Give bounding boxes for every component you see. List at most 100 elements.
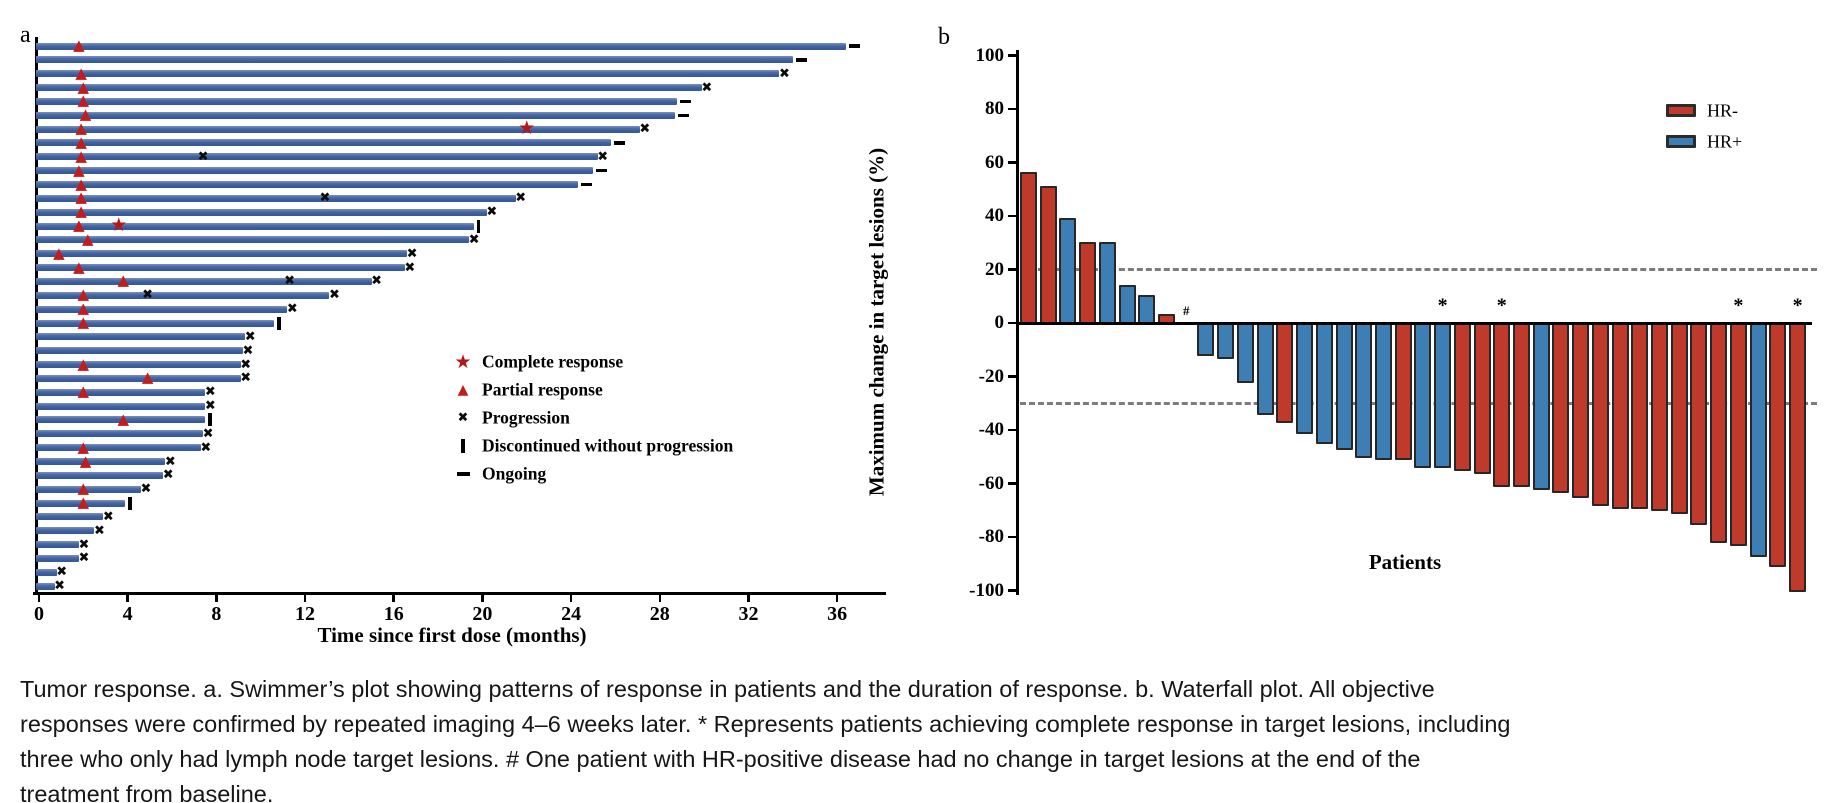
waterfall-bar <box>1651 322 1669 512</box>
partial-response-icon: ▲ <box>79 451 92 470</box>
asterisk-marker: * <box>1792 294 1803 317</box>
panel-b-tick <box>1008 161 1016 164</box>
partial-response-icon: ▲ <box>75 146 87 165</box>
panel-a-tick <box>747 594 750 602</box>
progression-end-icon: ✖ <box>240 357 252 373</box>
partial-response-icon: ▲ <box>75 188 87 207</box>
panel-a-legend-label: Progression <box>482 407 570 428</box>
reference-line-20 <box>1020 268 1817 271</box>
asterisk-marker: * <box>1437 294 1448 317</box>
asterisk-marker: * <box>1733 294 1744 317</box>
complete-response-icon: ★ <box>518 117 536 140</box>
waterfall-bar <box>1414 322 1432 469</box>
panel-a-legend-label: Partial response <box>482 379 603 400</box>
panel-b-tick <box>1008 375 1016 378</box>
panel-b-tick-label: -80 <box>978 526 1004 547</box>
swimmer-bar <box>36 305 288 313</box>
swimmer-bar <box>36 125 640 133</box>
panel-a-tick-label: 32 <box>738 603 759 625</box>
waterfall-bar <box>1690 322 1708 525</box>
panel-a-tick <box>658 594 661 602</box>
partial-response-icon: ▲ <box>141 368 154 387</box>
partial-response-icon: ▲ <box>75 63 87 82</box>
discontinued-end-icon <box>277 316 281 330</box>
asterisk-marker: * <box>1496 294 1507 317</box>
progression-end-icon: ✖ <box>54 578 65 594</box>
progression-end-icon: ✖ <box>404 260 416 276</box>
legend-label-hr-negative: HR- <box>1707 100 1738 121</box>
panel-b-tick <box>1008 321 1016 325</box>
panel-b-tick <box>1008 214 1016 218</box>
swimmer-bar <box>36 194 516 202</box>
swimmer-bar <box>36 42 846 50</box>
ongoing-end-icon <box>848 44 860 48</box>
swimmer-bar <box>36 333 246 341</box>
panel-b-tick-label: -20 <box>978 365 1004 387</box>
panel-a-tick <box>303 594 307 602</box>
legend-label-hr-positive: HR+ <box>1707 131 1743 152</box>
waterfall-bar <box>1493 322 1511 488</box>
swimmer-bar <box>36 111 676 119</box>
panel-a-tick-label: 4 <box>122 603 133 625</box>
waterfall-bar <box>1236 322 1254 383</box>
progression-end-icon: ✖ <box>140 481 152 497</box>
swimmer-bar <box>36 264 405 272</box>
partial-response-icon: ▲ <box>75 118 87 137</box>
panel-a-tick <box>835 594 839 602</box>
progression-end-icon: ✖ <box>102 509 114 525</box>
waterfall-bar <box>1631 322 1649 509</box>
waterfall-bar <box>1098 241 1116 324</box>
progression-end-icon: ✖ <box>639 121 651 137</box>
swimmer-bar <box>36 236 470 244</box>
partial-response-icon: ▲ <box>73 215 85 234</box>
panel-a-tick-label: 12 <box>295 603 316 625</box>
progression-icon: ✖ <box>284 273 295 289</box>
progression-end-icon: ✖ <box>93 523 105 539</box>
partial-response-icon: ▲ <box>81 229 94 248</box>
partial-response-icon: ▲ <box>117 271 130 290</box>
progression-end-icon: ✖ <box>204 384 216 400</box>
panel-a-tick <box>215 594 218 602</box>
panel-b-tick-label: 80 <box>985 98 1004 119</box>
partial-response-icon: ▲ <box>77 492 90 511</box>
waterfall-bar <box>1434 322 1452 469</box>
waterfall-bar <box>1572 322 1590 498</box>
waterfall-bar <box>1335 322 1353 450</box>
swimmer-bar <box>36 361 241 369</box>
progression-end-icon: ✖ <box>242 343 254 359</box>
panel-b-y-axis-title: Maximum change in target lesions (%) <box>864 147 889 497</box>
swimmer-bar <box>36 499 126 507</box>
swimmer-bar <box>36 277 372 285</box>
swimmer-bar <box>36 388 206 396</box>
swimmer-bar <box>36 250 408 258</box>
panel-b-tick <box>1008 589 1016 592</box>
swimmer-bar <box>36 471 164 479</box>
progression-end-icon: ✖ <box>779 66 790 82</box>
partial-response-icon: ▲ <box>77 437 90 456</box>
ongoing-end-icon <box>580 182 592 187</box>
progression-end-icon: ✖ <box>486 204 498 220</box>
x-legend-icon: ✖ <box>457 410 469 426</box>
progression-end-icon: ✖ <box>286 301 298 317</box>
swimmer-bar <box>36 416 206 424</box>
swimmer-bar <box>36 527 95 535</box>
panel-b-x-axis-title: Patients <box>1368 550 1442 574</box>
waterfall-bar <box>1532 322 1550 490</box>
waterfall-bar <box>1118 284 1136 324</box>
panel-b-tick-label: 40 <box>985 205 1004 226</box>
panel-b-zero-line <box>1016 321 1812 325</box>
ongoing-end-icon <box>613 141 625 145</box>
ongoing-end-icon <box>795 58 807 62</box>
progression-end-icon: ✖ <box>164 454 176 469</box>
waterfall-bar <box>1256 322 1274 415</box>
waterfall-bar <box>1552 322 1570 493</box>
panel-b-tick-label: -100 <box>969 579 1004 601</box>
panel-a-legend-label: Complete response <box>482 351 624 372</box>
waterfall-bar <box>1394 322 1412 461</box>
swimmer-bar <box>36 374 241 382</box>
waterfall-bar <box>1315 322 1333 445</box>
panel-b-tick <box>1008 107 1016 111</box>
swimmer-bar <box>36 167 594 175</box>
partial-response-icon: ▲ <box>75 202 87 221</box>
panel-a-tick-label: 8 <box>211 603 222 625</box>
